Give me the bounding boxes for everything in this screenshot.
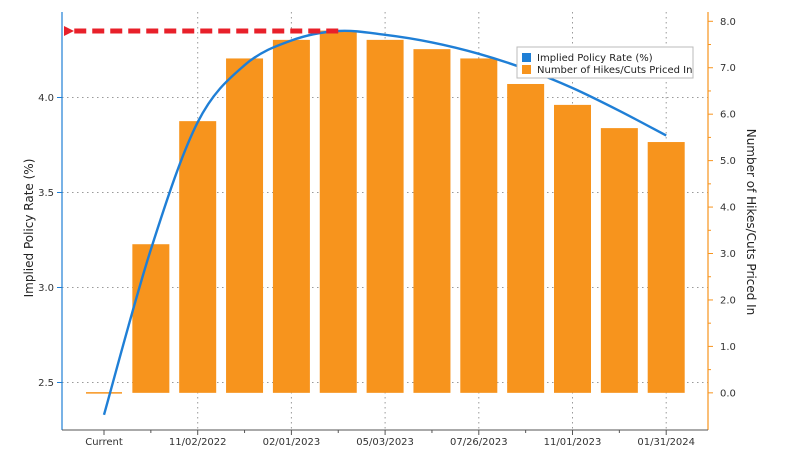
bar <box>179 121 217 393</box>
implied-policy-rate-line <box>102 29 667 416</box>
bar <box>366 39 404 393</box>
right-tick-label: 1.0 <box>720 342 736 353</box>
x-tick-label: 05/03/2023 <box>356 437 414 448</box>
right-tick-label: 0.0 <box>720 388 736 399</box>
bar <box>647 142 685 393</box>
right-tick-label: 6.0 <box>720 110 736 121</box>
x-tick-label: 11/02/2022 <box>169 437 227 448</box>
bar <box>460 58 498 393</box>
bar <box>132 244 170 393</box>
right-axis-title: Number of Hikes/Cuts Priced In <box>744 129 758 316</box>
left-tick-label: 3.0 <box>38 283 54 294</box>
right-tick-label: 5.0 <box>720 156 736 167</box>
bar <box>600 128 638 393</box>
axes: 2.5 3.0 3.5 4.0 0.0 1.0 2.0 3.0 4.0 5.0 6.0 7.0 8.0 C… <box>38 12 736 448</box>
legend-box <box>516 46 694 79</box>
left-tick-label: 2.5 <box>38 378 54 389</box>
right-tick-label: 7.0 <box>720 63 736 74</box>
bar <box>319 30 357 393</box>
bar <box>507 83 545 393</box>
bar <box>554 104 591 393</box>
x-tick-label: 02/01/2023 <box>263 437 321 448</box>
x-tick-label: 07/26/2023 <box>450 437 508 448</box>
legend-swatch <box>522 53 531 62</box>
right-tick-label: 8.0 <box>720 17 736 28</box>
legend-label: Number of Hikes/Cuts Priced In <box>537 65 692 76</box>
bar <box>272 39 310 393</box>
bar-series <box>86 30 685 394</box>
x-tick-label: 11/01/2023 <box>544 437 602 448</box>
left-axis-title: Implied Policy Rate (%) <box>22 159 36 298</box>
legend: Implied Policy Rate (%)Number of Hikes/C… <box>516 46 694 79</box>
left-tick-label: 3.5 <box>38 188 54 199</box>
bar <box>413 49 451 393</box>
x-tick-label: Current <box>85 437 123 448</box>
line-series <box>102 29 667 416</box>
bar <box>226 58 264 393</box>
right-tick-label: 4.0 <box>720 203 736 214</box>
right-tick-label: 2.0 <box>720 295 736 306</box>
legend-label: Implied Policy Rate (%) <box>537 53 653 64</box>
right-tick-label: 3.0 <box>720 249 736 260</box>
legend-swatch <box>522 65 531 74</box>
left-tick-label: 4.0 <box>38 93 54 104</box>
x-tick-label: 01/31/2024 <box>637 437 695 448</box>
